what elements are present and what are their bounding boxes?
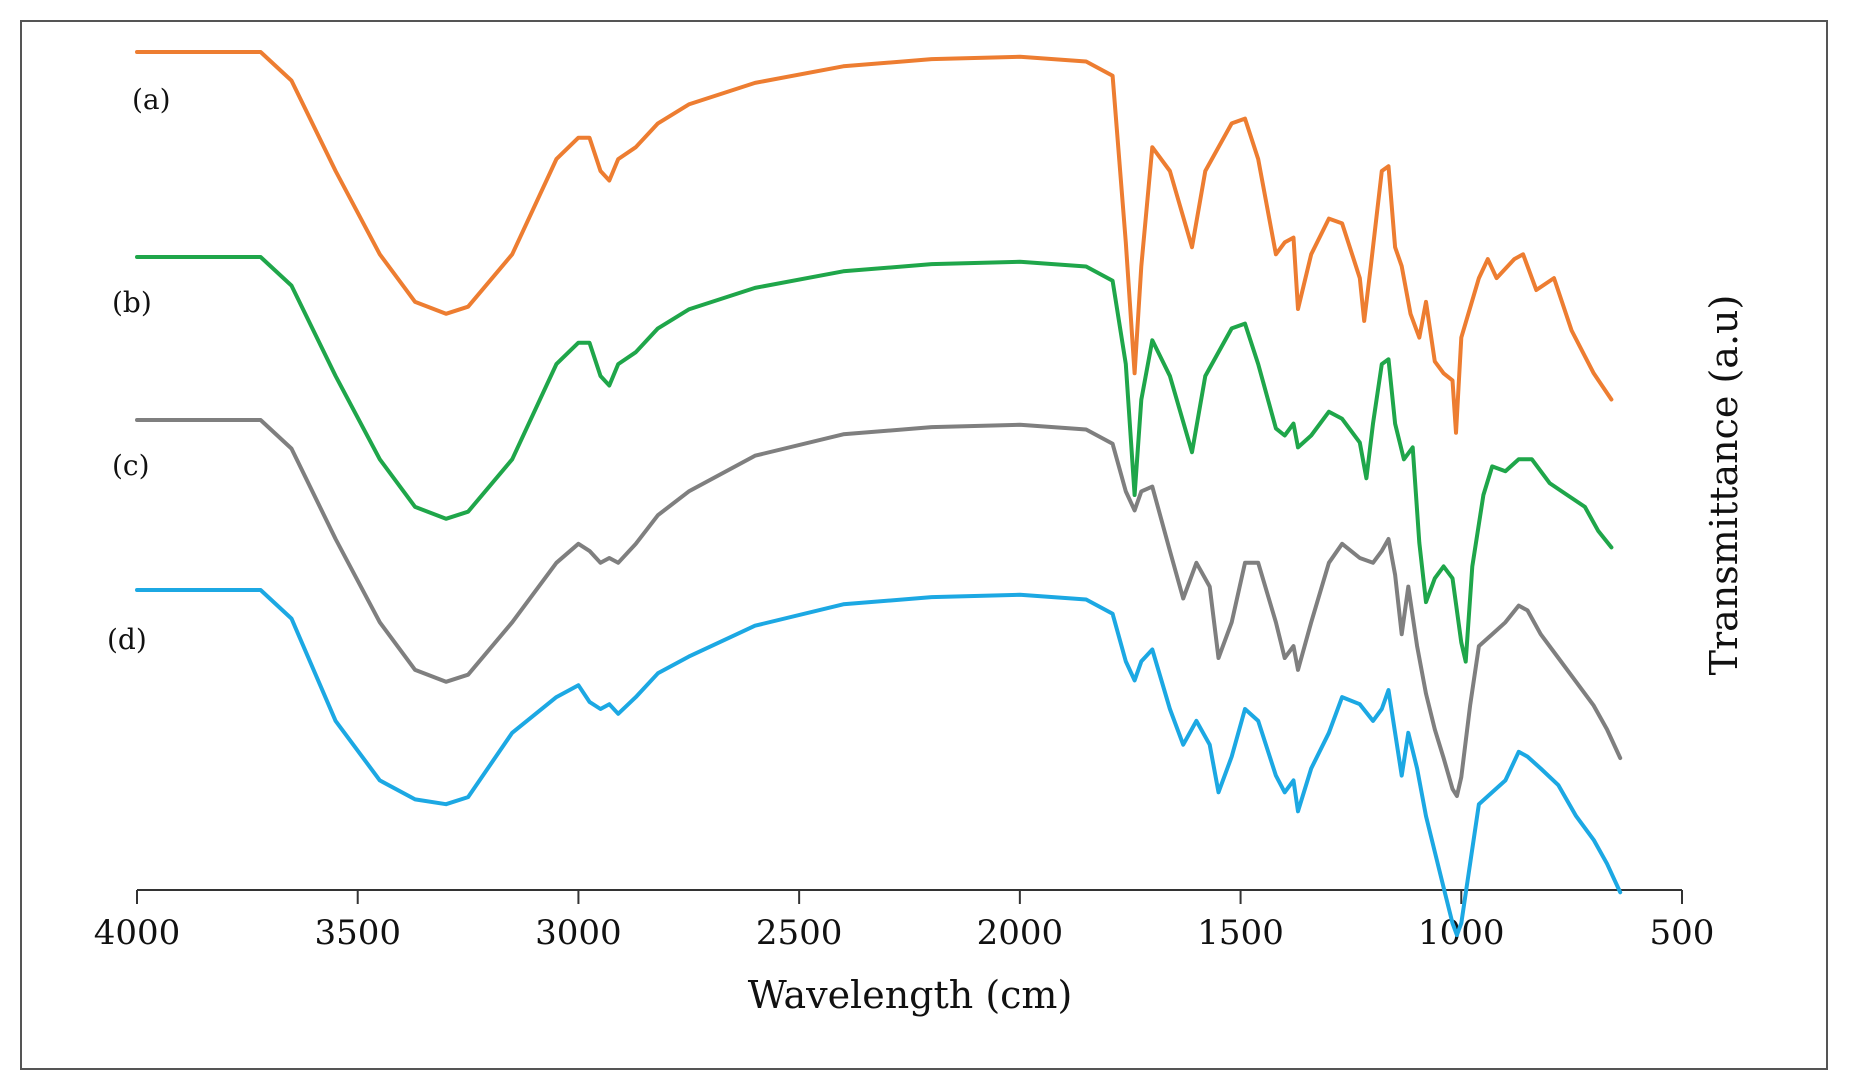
x-tick-label-3000: 3000 bbox=[535, 913, 622, 953]
x-tick-label-500: 500 bbox=[1650, 913, 1715, 953]
series-line-a bbox=[135, 50, 1614, 435]
series-label-d: (d) bbox=[107, 623, 147, 656]
series-label-a: (a) bbox=[132, 83, 171, 116]
series-line-c bbox=[135, 418, 1623, 798]
x-axis-title: Wavelength (cm) bbox=[748, 973, 1073, 1017]
chart-frame: 4000 3500 3000 2500 2000 1500 1000 500 Wavelengt… bbox=[20, 20, 1828, 1070]
y-axis-title: Transmittance (a.u) bbox=[1702, 295, 1746, 676]
x-tick-label-4000: 4000 bbox=[94, 913, 181, 953]
x-tick-label-2500: 2500 bbox=[756, 913, 843, 953]
series-line-b bbox=[135, 255, 1614, 664]
series-line-d bbox=[135, 588, 1623, 938]
x-tick-label-1500: 1500 bbox=[1197, 913, 1284, 953]
series-label-c: (c) bbox=[112, 449, 150, 482]
x-tick-label-3500: 3500 bbox=[314, 913, 401, 953]
x-tick-label-2000: 2000 bbox=[977, 913, 1064, 953]
ftir-chart: 4000 3500 3000 2500 2000 1500 1000 500Wavelengt… bbox=[94, 50, 1746, 1017]
series-label-b: (b) bbox=[112, 286, 152, 319]
